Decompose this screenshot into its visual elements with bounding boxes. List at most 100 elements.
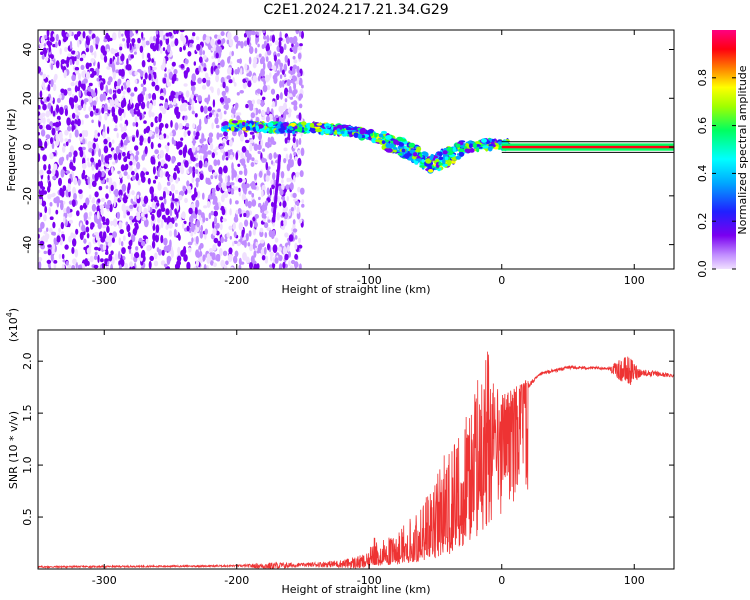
noise-mark — [298, 112, 302, 121]
noise-mark — [164, 123, 169, 129]
noise-mark — [186, 261, 191, 269]
noise-mark — [74, 56, 77, 62]
noise-mark — [119, 229, 124, 235]
noise-mark — [78, 89, 82, 97]
noise-mark — [52, 175, 57, 180]
noise-mark — [256, 88, 261, 94]
noise-mark — [141, 200, 144, 205]
noise-mark — [210, 260, 214, 266]
signal-mark — [388, 143, 395, 149]
noise-mark — [92, 196, 95, 203]
noise-mark — [38, 153, 41, 162]
signal-mark — [303, 127, 308, 131]
noise-mark — [52, 221, 56, 229]
noise-mark — [222, 138, 227, 144]
noise-mark — [104, 155, 109, 164]
noise-mark — [241, 182, 246, 190]
noise-mark — [161, 249, 165, 256]
noise-mark — [38, 227, 43, 233]
noise-mark — [138, 237, 143, 243]
noise-mark — [60, 59, 66, 65]
noise-mark — [38, 119, 43, 123]
noise-mark — [266, 34, 270, 43]
noise-mark — [180, 161, 184, 168]
noise-mark — [92, 37, 96, 46]
noise-mark — [43, 214, 47, 222]
signal-mark — [290, 122, 297, 127]
noise-mark — [40, 36, 44, 44]
noise-mark — [252, 75, 258, 84]
noise-mark — [260, 139, 264, 147]
noise-mark — [249, 219, 253, 228]
noise-mark — [75, 228, 79, 235]
signal-mark — [442, 150, 448, 155]
noise-mark — [199, 259, 203, 263]
noise-mark — [129, 261, 133, 268]
noise-mark — [215, 202, 219, 209]
signal-mark — [241, 121, 246, 126]
spectrogram-ylabel: Frequency (Hz) — [5, 109, 18, 192]
noise-mark — [192, 87, 195, 96]
noise-mark — [244, 149, 250, 158]
noise-mark — [120, 53, 125, 62]
noise-mark — [187, 241, 193, 246]
noise-mark — [154, 116, 159, 124]
noise-mark — [107, 169, 113, 176]
noise-mark — [68, 190, 71, 198]
noise-mark — [50, 54, 54, 60]
signal-mark — [438, 162, 443, 166]
noise-mark — [44, 141, 48, 149]
noise-mark — [207, 94, 211, 102]
noise-mark — [98, 247, 101, 252]
noise-mark — [277, 195, 281, 204]
noise-mark — [202, 84, 207, 90]
signal-mark — [324, 129, 331, 134]
snr-multiplier-exp: 4 — [5, 312, 14, 317]
noise-mark — [287, 58, 291, 67]
noise-mark — [223, 131, 228, 137]
noise-mark — [50, 252, 54, 262]
noise-mark — [100, 170, 105, 178]
noise-mark — [130, 234, 136, 243]
noise-mark — [113, 153, 118, 161]
noise-mark — [74, 248, 79, 258]
noise-mark — [256, 31, 259, 36]
snr-multiplier-base: (x10 — [7, 317, 20, 342]
noise-mark — [195, 154, 199, 159]
noise-mark — [66, 206, 71, 214]
noise-mark — [205, 35, 211, 44]
noise-mark — [102, 124, 106, 133]
noise-mark — [156, 209, 161, 218]
noise-mark — [265, 115, 270, 123]
noise-mark — [58, 157, 64, 166]
noise-mark — [141, 60, 146, 68]
noise-mark — [211, 87, 214, 94]
noise-mark — [192, 81, 196, 86]
noise-mark — [133, 159, 136, 166]
noise-mark — [48, 265, 52, 269]
noise-mark — [254, 159, 259, 164]
noise-mark — [45, 110, 50, 118]
noise-mark — [49, 216, 54, 220]
noise-mark — [292, 136, 296, 144]
noise-mark — [248, 190, 252, 195]
noise-mark — [253, 263, 258, 269]
noise-mark — [234, 250, 239, 258]
noise-mark — [293, 104, 298, 111]
noise-mark — [242, 81, 247, 89]
noise-mark — [290, 207, 294, 212]
noise-mark — [231, 167, 235, 176]
noise-mark — [140, 101, 146, 110]
noise-mark — [174, 122, 179, 131]
signal-mark — [244, 122, 249, 127]
noise-mark — [262, 215, 267, 219]
noise-mark — [170, 249, 174, 258]
signal-mark — [425, 158, 432, 164]
signal-mark — [446, 146, 453, 152]
noise-mark — [187, 130, 191, 136]
noise-mark — [221, 90, 226, 97]
noise-mark — [154, 84, 160, 91]
noise-mark — [129, 150, 133, 155]
